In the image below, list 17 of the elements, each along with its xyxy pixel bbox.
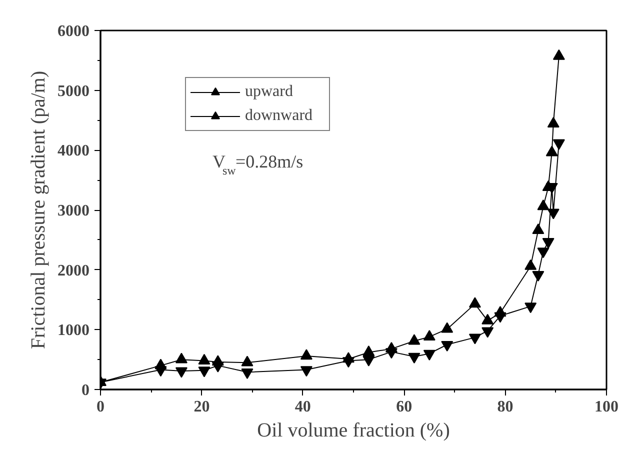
y-tick-label: 1000 [58, 322, 90, 340]
y-tick-label: 5000 [58, 82, 90, 100]
y-tick-label: 0 [82, 382, 90, 399]
x-tick-label: 0 [96, 398, 104, 416]
legend-label: downward [245, 107, 314, 125]
y-tick-label: 2000 [58, 262, 90, 280]
legend-label: upward [245, 83, 294, 101]
x-axis-title: Oil volume fraction (%) [257, 420, 450, 442]
y-tick-label: 3000 [58, 202, 90, 220]
y-tick-label: 4000 [58, 142, 90, 160]
x-tick-label: 80 [497, 398, 514, 416]
y-axis-title: Frictional pressure gradient (pa/m) [28, 70, 50, 350]
x-tick-label: 40 [294, 398, 311, 416]
x-tick-label: 100 [594, 398, 618, 416]
x-tick-label: 20 [194, 398, 210, 416]
y-tick-label: 6000 [58, 23, 90, 40]
x-tick-label: 60 [396, 398, 412, 416]
